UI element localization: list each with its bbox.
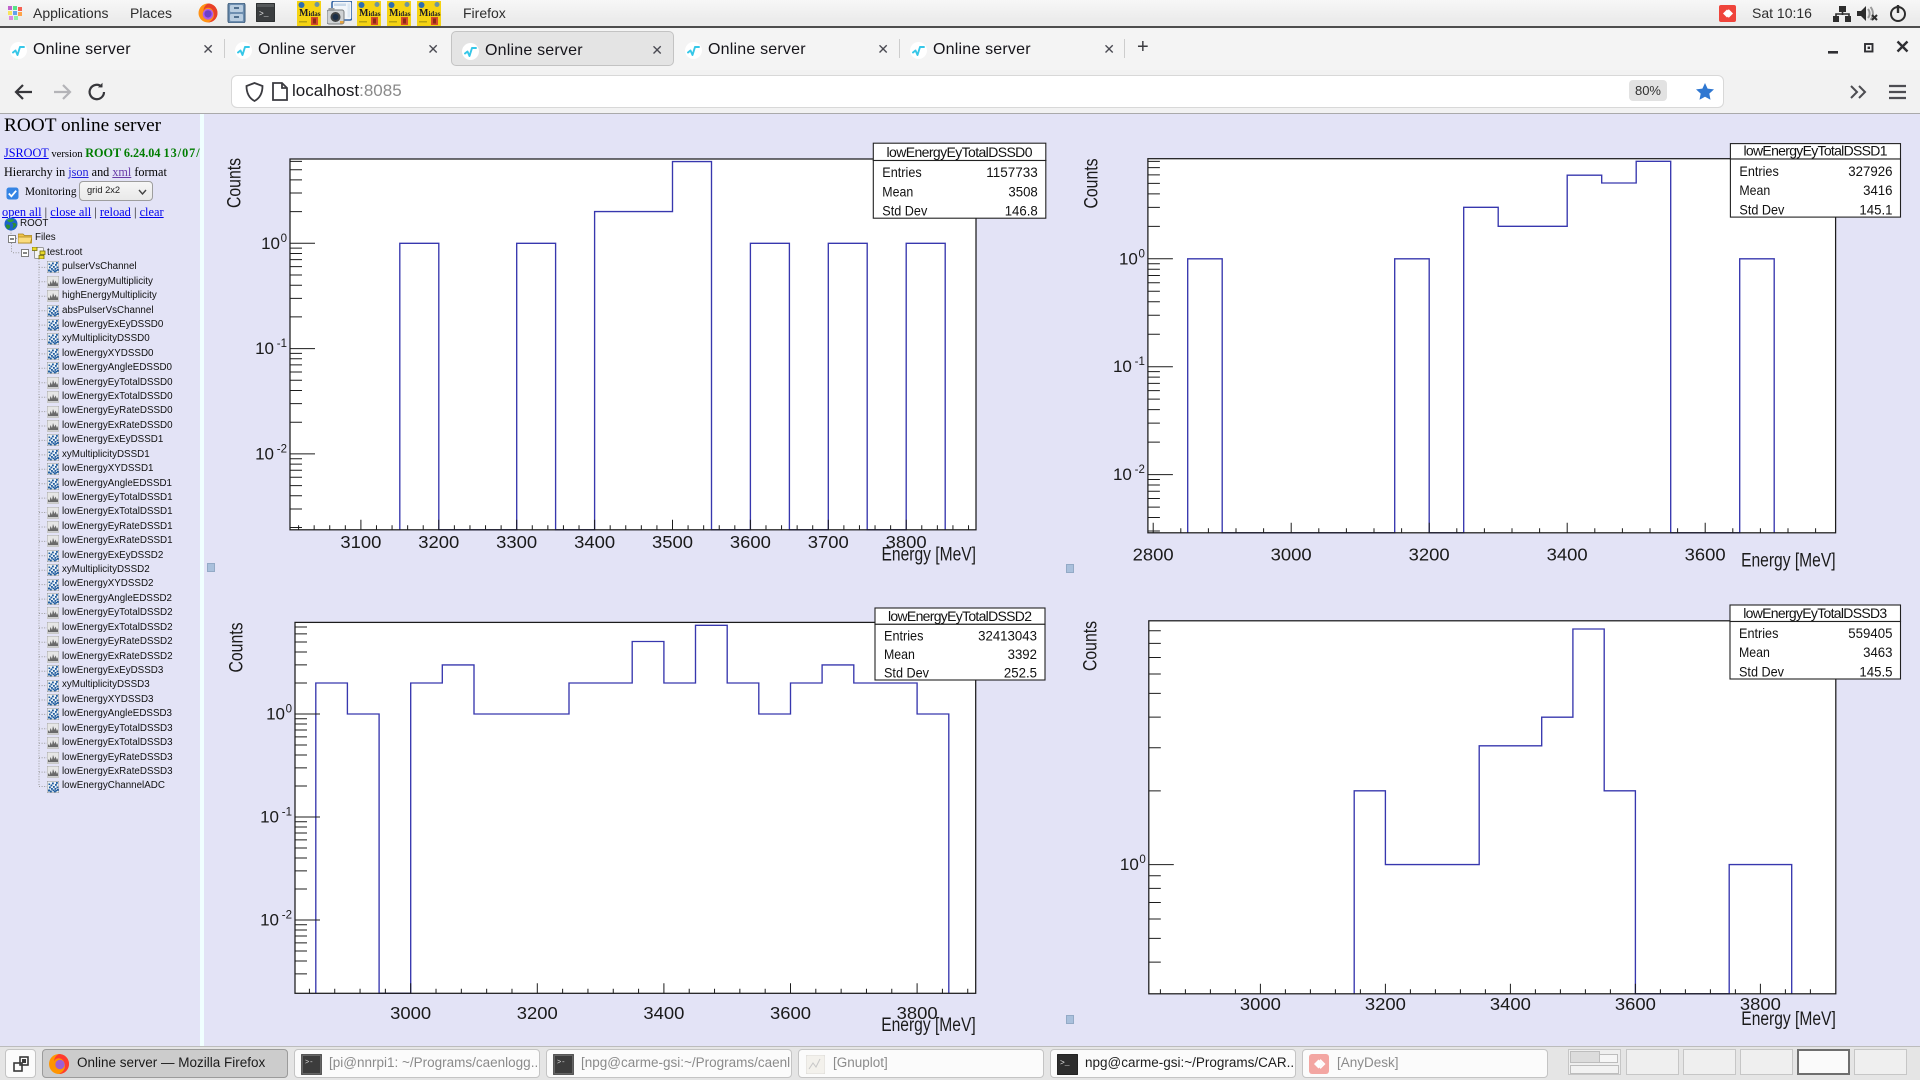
svg-text:-1: -1 [277,338,287,350]
svg-text:Mean: Mean [1739,644,1770,660]
svg-text:lowEnergyEyTotalDSSD3: lowEnergyEyTotalDSSD3 [1743,605,1887,621]
svg-text:3800: 3800 [886,532,927,552]
svg-text:252.5: 252.5 [1004,664,1037,680]
svg-text:-2: -2 [282,910,292,922]
svg-text:Counts: Counts [1081,621,1102,671]
svg-text:0: 0 [281,233,287,245]
svg-text:146.8: 146.8 [1005,203,1038,219]
svg-text:3400: 3400 [1490,994,1531,1014]
svg-text:0: 0 [1138,248,1144,260]
svg-text:>-: >- [305,1059,313,1067]
svg-text:Energy [MeV]: Energy [MeV] [1741,551,1836,572]
svg-text:3300: 3300 [496,532,537,552]
svg-text:Entries: Entries [1739,625,1778,641]
svg-text:145.1: 145.1 [1859,202,1892,218]
svg-text:0: 0 [286,704,292,716]
svg-text:-1: -1 [282,807,292,819]
svg-text:Std Dev: Std Dev [1739,663,1784,679]
svg-text:Entries: Entries [882,164,921,180]
svg-text:10: 10 [1120,855,1139,874]
svg-text:lowEnergyEyTotalDSSD1: lowEnergyEyTotalDSSD1 [1744,143,1888,159]
svg-text:10: 10 [260,911,279,930]
svg-text:Std Dev: Std Dev [884,664,929,680]
svg-text:Entries: Entries [884,627,923,643]
svg-text:>_: >_ [1060,1059,1070,1068]
svg-text:Mean: Mean [884,646,915,662]
svg-text:3200: 3200 [1409,545,1450,565]
svg-text:3700: 3700 [808,532,849,552]
svg-text:Counts: Counts [227,623,248,673]
svg-text:3200: 3200 [1365,994,1406,1014]
svg-text:0: 0 [1139,854,1145,866]
svg-text:3000: 3000 [390,1003,431,1023]
svg-text:lowEnergyEyTotalDSSD0: lowEnergyEyTotalDSSD0 [887,144,1033,160]
svg-text:3416: 3416 [1863,182,1893,198]
svg-text:>_: >_ [259,10,269,19]
svg-text:327926: 327926 [1848,163,1892,179]
svg-text:Midas: Midas [419,8,441,19]
svg-text:10: 10 [266,705,285,724]
svg-text:10: 10 [1119,249,1138,268]
svg-text:3200: 3200 [517,1003,558,1023]
svg-text:Energy [MeV]: Energy [MeV] [1741,1009,1836,1030]
svg-text:Entries: Entries [1739,163,1778,179]
svg-text:3100: 3100 [340,532,381,552]
svg-text:3392: 3392 [1008,646,1038,662]
svg-text:10: 10 [260,808,279,827]
svg-text:3400: 3400 [643,1003,684,1023]
svg-text:3000: 3000 [1240,994,1281,1014]
svg-text:10: 10 [1113,357,1132,376]
svg-text:3508: 3508 [1008,183,1038,199]
svg-text:Counts: Counts [1082,159,1103,209]
svg-text:10: 10 [261,234,280,253]
svg-text:3600: 3600 [770,1003,811,1023]
svg-text:32413043: 32413043 [978,627,1037,643]
svg-text:-1: -1 [1135,356,1145,368]
svg-text:Counts: Counts [225,158,246,208]
svg-text:Mean: Mean [1739,182,1770,198]
svg-text:Midas: Midas [299,8,321,19]
svg-text:10: 10 [1113,465,1132,484]
svg-text:Midas: Midas [389,8,411,19]
svg-text:>-: >- [557,1059,565,1067]
svg-text:2800: 2800 [1133,545,1174,565]
svg-text:3600: 3600 [1615,994,1656,1014]
svg-text:lowEnergyEyTotalDSSD2: lowEnergyEyTotalDSSD2 [888,608,1032,624]
svg-text:3600: 3600 [730,532,771,552]
svg-text:Energy [MeV]: Energy [MeV] [882,545,977,566]
svg-text:-2: -2 [1135,464,1145,476]
svg-text:3800: 3800 [897,1003,938,1023]
svg-text:3800: 3800 [1740,994,1781,1014]
svg-text:10: 10 [255,444,274,463]
svg-text:3400: 3400 [1547,545,1588,565]
svg-text:3600: 3600 [1685,545,1726,565]
svg-text:3463: 3463 [1863,644,1893,660]
svg-text:-2: -2 [277,443,287,455]
svg-text:3000: 3000 [1271,545,1312,565]
svg-text:Mean: Mean [882,183,913,199]
svg-text:3200: 3200 [418,532,459,552]
svg-text:Midas: Midas [359,8,381,19]
svg-text:10: 10 [255,339,274,358]
svg-text:145.5: 145.5 [1859,663,1892,679]
svg-text:Std Dev: Std Dev [1739,202,1784,218]
svg-text:559405: 559405 [1848,625,1892,641]
svg-text:1157733: 1157733 [986,164,1038,180]
svg-text:Energy [MeV]: Energy [MeV] [881,1015,976,1036]
svg-text:Std Dev: Std Dev [882,203,927,219]
svg-text:3400: 3400 [574,532,615,552]
svg-text:3500: 3500 [652,532,693,552]
